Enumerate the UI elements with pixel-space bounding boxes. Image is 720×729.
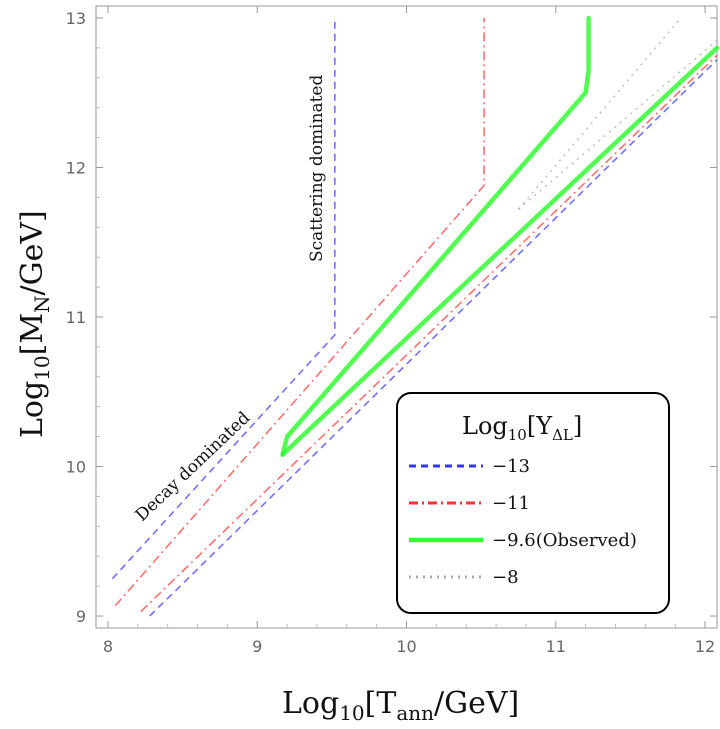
x-tick-label: 8 bbox=[103, 637, 113, 656]
legend-label-1: −13 bbox=[492, 456, 530, 477]
series-1-upper-branch bbox=[111, 18, 336, 580]
legend-label-3: −9.6(Observed) bbox=[492, 530, 637, 551]
legend-title: Log10[YΔL] bbox=[462, 412, 582, 444]
x-tick-label: 12 bbox=[695, 637, 715, 656]
y-tick-label: 13 bbox=[66, 9, 86, 28]
y-tick-labels: 9 10 11 12 13 bbox=[66, 9, 86, 626]
y-tick-label: 9 bbox=[76, 607, 86, 626]
series-1-lower-branch bbox=[149, 59, 718, 617]
legend-entries: −13 −11 −9.6(Observed) −8 bbox=[409, 456, 637, 588]
y-axis-title: Log10[MN/GeV] bbox=[15, 210, 54, 438]
x-tick-labels: 8 9 10 11 12 bbox=[103, 637, 715, 656]
series-layer bbox=[111, 15, 720, 617]
y-tick-label: 11 bbox=[66, 308, 86, 327]
legend-label-4: −8 bbox=[492, 567, 519, 588]
x-tick-label: 9 bbox=[252, 637, 262, 656]
tick-marks bbox=[96, 6, 717, 628]
x-tick-label: 10 bbox=[396, 637, 416, 656]
y-tick-label: 10 bbox=[66, 458, 86, 477]
legend-box bbox=[396, 392, 670, 614]
x-axis-title: Log10[Tann/GeV] bbox=[282, 686, 519, 725]
y-tick-label: 12 bbox=[66, 158, 86, 177]
series-4-lower-branch bbox=[517, 39, 718, 210]
series-2-upper-branch bbox=[114, 18, 485, 607]
scattering-annotation: Scattering dominated bbox=[307, 75, 327, 262]
legend-label-2: −11 bbox=[492, 493, 530, 514]
legend: Log10[YΔL] −13 −11 −9.6(Observed) −8 bbox=[396, 392, 670, 614]
series-3-upper-branch bbox=[280, 15, 591, 457]
series-2-lower-branch bbox=[140, 54, 718, 613]
series-3-lower-branch bbox=[280, 45, 720, 457]
x-tick-label: 11 bbox=[546, 637, 566, 656]
